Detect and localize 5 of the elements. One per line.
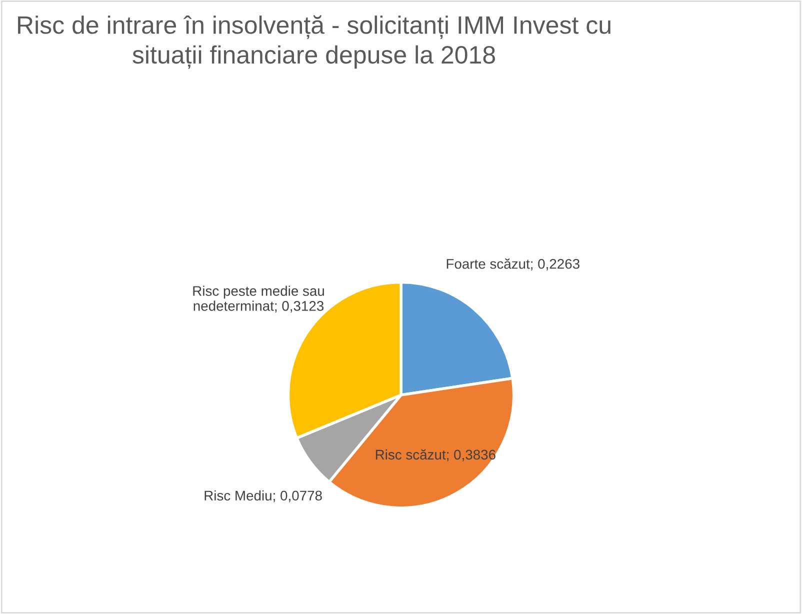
slice-label: Risc scăzut; 0,3836 <box>376 449 496 462</box>
slice-label: Risc peste medie sau nedeterminat; 0,3123 <box>193 286 324 313</box>
slice-label: Risc Mediu; 0,0778 <box>204 490 322 502</box>
chart-title: Risc de intrare în insolvență - solicitanți IMM Invest cu situații financiare depuse la 2018 <box>18 15 610 69</box>
slice-label: Foarte scăzut; 0,2263 <box>446 258 580 270</box>
